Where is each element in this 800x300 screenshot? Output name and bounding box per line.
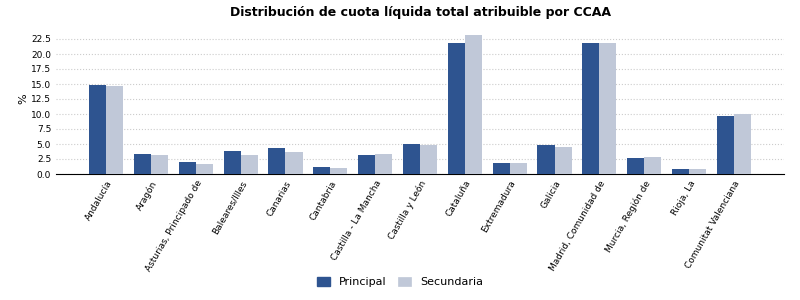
Bar	[241, 155, 258, 174]
Bar	[538, 145, 554, 174]
Bar	[134, 154, 151, 174]
Bar	[314, 167, 330, 174]
Bar	[224, 151, 241, 174]
Bar	[89, 85, 106, 174]
Bar	[493, 163, 510, 174]
Bar	[599, 43, 616, 174]
Bar	[358, 155, 375, 174]
Bar	[672, 169, 689, 174]
Title: Distribución de cuota líquida total atribuible por CCAA: Distribución de cuota líquida total atri…	[230, 6, 610, 19]
Bar	[644, 157, 662, 174]
Bar	[178, 162, 196, 174]
Bar	[717, 116, 734, 174]
Y-axis label: %: %	[18, 94, 28, 104]
Bar	[420, 145, 437, 174]
Bar	[510, 163, 526, 174]
Bar	[375, 154, 392, 174]
Bar	[106, 86, 123, 174]
Bar	[403, 144, 420, 174]
Legend: Principal, Secundaria: Principal, Secundaria	[313, 272, 487, 291]
Bar	[269, 148, 286, 174]
Bar	[330, 168, 347, 174]
Bar	[151, 155, 168, 174]
Bar	[734, 114, 751, 174]
Bar	[465, 35, 482, 174]
Bar	[582, 43, 599, 174]
Bar	[448, 43, 465, 174]
Bar	[554, 147, 571, 174]
Bar	[689, 169, 706, 174]
Bar	[627, 158, 644, 174]
Bar	[286, 152, 302, 174]
Bar	[196, 164, 213, 174]
